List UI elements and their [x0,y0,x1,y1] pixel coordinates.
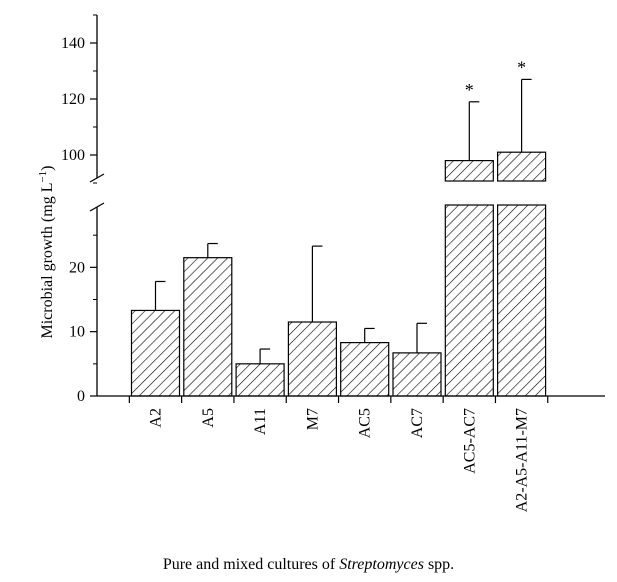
axis-break-mark [89,202,105,212]
bar-AC7 [392,352,442,397]
x-tick-label: A2 [148,408,165,428]
bar-AC5 [340,342,390,397]
significance-marker: * [517,57,526,77]
y-tick-label: 10 [69,324,85,341]
x-tick-label: M7 [304,408,321,430]
x-tick-label: A11 [252,408,269,435]
y-tick-label: 140 [61,35,85,52]
bar-M7 [287,321,337,397]
bar-AC5-AC7 [444,160,494,182]
y-tick-label: 120 [61,91,85,108]
x-axis-label: Pure and mixed cultures of Streptomyces … [162,556,455,573]
x-tick-label: AC5 [357,408,374,438]
y-axis-label: Microbial growth (mg L−1) [37,165,56,338]
y-tick-label: 100 [61,147,85,164]
x-tick-label: A5 [200,408,217,428]
bar-A5 [183,257,233,397]
bar-A2-A5-A11-M7 [497,151,547,182]
bar-A11 [235,363,285,397]
y-tick-label: 0 [77,388,85,405]
bar-A2 [130,309,181,397]
significance-marker: * [465,80,474,100]
x-tick-label: AC5-AC7 [461,408,478,474]
axis-break-mark [89,173,105,183]
x-tick-label: A2-A5-A11-M7 [514,408,531,512]
bar-AC5-AC7-lower [444,204,494,397]
bar-A2-A5-A11-M7-lower [497,204,547,397]
y-tick-label: 20 [69,259,85,276]
x-tick-label: AC7 [409,408,426,438]
